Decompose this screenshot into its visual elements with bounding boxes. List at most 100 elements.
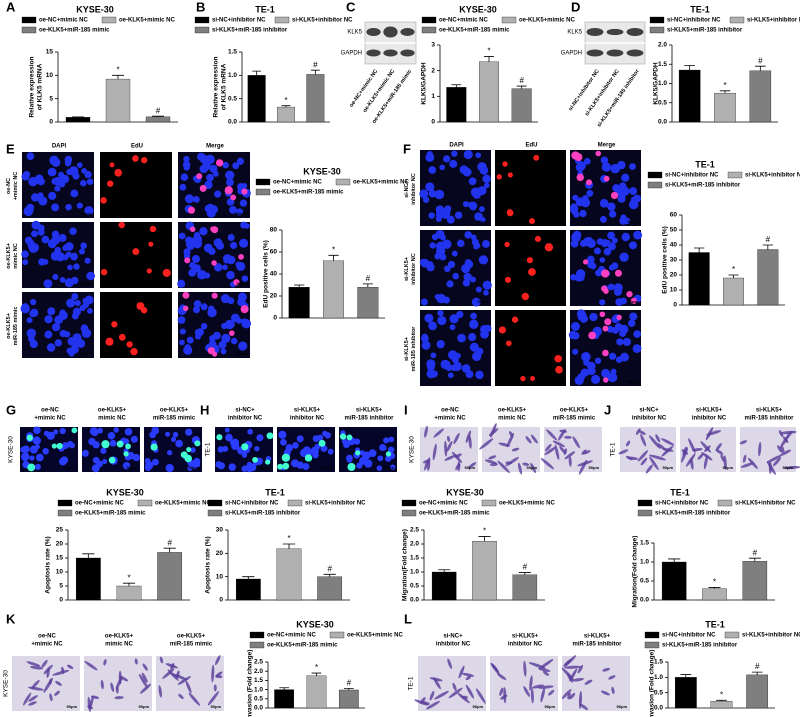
cell xyxy=(780,430,797,435)
cell xyxy=(68,166,79,176)
cell xyxy=(199,164,209,174)
cell xyxy=(84,660,98,671)
scale-bar-label: 50μm xyxy=(589,465,600,470)
cell xyxy=(426,363,435,372)
y-tick-label: 0.0 xyxy=(410,597,419,604)
image-column-label: miR-185 inhibitor xyxy=(344,416,394,422)
bar xyxy=(235,578,261,601)
legend-label: oe-KLK5+miR-185 mimic xyxy=(39,28,110,34)
cell xyxy=(113,427,119,433)
cell xyxy=(601,162,612,172)
legend-label: si-KLK5+inhibitor NC xyxy=(305,501,366,507)
legend-label: si-NC+inhibitor NC xyxy=(212,18,266,24)
y-tick-label: 1.0 xyxy=(658,80,667,87)
cell xyxy=(582,450,591,455)
cell xyxy=(80,179,87,187)
cell xyxy=(196,173,203,180)
cell xyxy=(108,456,116,464)
cell xyxy=(534,235,542,243)
cell xyxy=(578,691,583,709)
cell xyxy=(618,449,629,455)
cell xyxy=(240,221,248,229)
legend-label: si-KLK5+miR-185 inhibitor xyxy=(225,511,301,517)
cell xyxy=(76,202,83,209)
cell xyxy=(240,305,249,314)
cell xyxy=(564,665,582,669)
cell xyxy=(484,459,498,465)
scale-bar-label: 50μm xyxy=(628,299,639,304)
cell xyxy=(235,261,242,268)
error-bar xyxy=(668,558,681,562)
cell xyxy=(364,459,373,468)
legend-swatch xyxy=(137,499,153,507)
cell xyxy=(437,309,444,317)
cell xyxy=(282,462,290,470)
legend-label: oe-KLK5+mimic NC xyxy=(155,501,212,507)
cell xyxy=(588,331,596,340)
cell xyxy=(739,440,748,445)
y-axis-label: Apoptosis rate (%) xyxy=(45,536,52,593)
bar xyxy=(512,574,538,601)
panel-label: F xyxy=(403,141,411,156)
y-axis-label: Migration(Fold change) xyxy=(402,529,409,601)
legend-swatch xyxy=(644,641,660,649)
cell xyxy=(339,433,347,440)
cell xyxy=(458,665,465,679)
cell xyxy=(125,443,131,450)
cell xyxy=(359,450,365,456)
legend-swatch xyxy=(335,178,351,186)
y-tick-label: 0.0 xyxy=(254,705,263,712)
cell xyxy=(54,185,61,192)
bar xyxy=(288,287,310,319)
image-row-label: inhibitor NC xyxy=(411,253,417,284)
cell xyxy=(638,430,646,435)
cell xyxy=(569,668,578,682)
cell xyxy=(587,366,596,376)
cell xyxy=(41,659,48,668)
cell xyxy=(179,328,186,335)
cell xyxy=(449,314,459,324)
cell xyxy=(146,463,153,470)
bar xyxy=(472,541,497,601)
cell xyxy=(33,426,41,435)
scale-bar-label: 50μm xyxy=(663,465,674,470)
significance-marker: # xyxy=(523,563,528,572)
scale-bar-label: 50μm xyxy=(81,211,92,216)
cell xyxy=(450,364,458,372)
chart-title: KYSE-30 xyxy=(106,487,144,497)
legend-swatch xyxy=(249,641,265,649)
cell xyxy=(256,434,264,442)
cell xyxy=(32,436,41,445)
cell xyxy=(478,255,489,265)
cell xyxy=(225,170,235,180)
cell xyxy=(768,461,772,474)
cell xyxy=(443,155,451,163)
cell xyxy=(208,340,217,349)
cell xyxy=(239,238,249,248)
cell xyxy=(229,330,235,336)
cell xyxy=(603,288,609,294)
cell xyxy=(655,434,661,443)
cell xyxy=(277,463,284,470)
cell xyxy=(472,351,482,362)
cell xyxy=(630,297,637,305)
cell xyxy=(511,447,520,452)
cell xyxy=(614,323,623,331)
cell xyxy=(452,272,459,280)
cell xyxy=(594,357,602,364)
cell xyxy=(327,448,334,455)
y-axis-label: KLK5/GAPDH xyxy=(653,62,660,105)
cell xyxy=(188,692,201,706)
cell xyxy=(608,210,617,218)
cell xyxy=(28,335,35,343)
legend-label: oe-NC+mimic NC xyxy=(39,18,89,24)
cell xyxy=(199,227,208,236)
chart-title: KYSE-30 xyxy=(296,619,334,629)
error-bar xyxy=(694,247,705,253)
cell xyxy=(213,684,217,692)
cell xyxy=(224,186,233,195)
cell xyxy=(614,269,622,277)
cell xyxy=(193,300,202,308)
cell xyxy=(461,695,469,699)
